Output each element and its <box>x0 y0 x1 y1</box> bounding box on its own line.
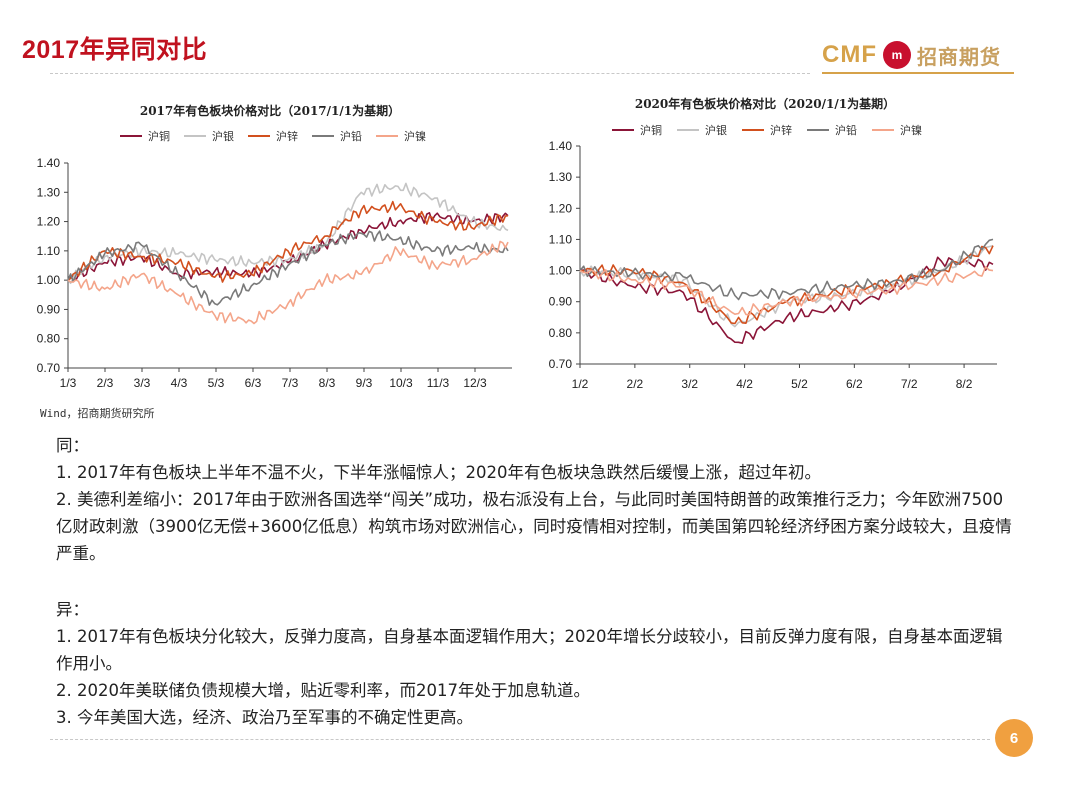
company-logo: CMF m 招商期货 <box>822 38 1001 72</box>
chart-source: Wind，招商期货研究所 <box>40 407 155 420</box>
x-tick-label: 8/3 <box>319 376 336 390</box>
series-line-沪锌 <box>579 245 994 325</box>
y-tick-label: 0.70 <box>37 361 61 375</box>
y-tick-label: 1.20 <box>37 215 61 229</box>
diff-point-3: 3. 今年美国大选，经济、政治乃至军事的不确定性更高。 <box>56 708 473 727</box>
x-tick-label: 11/3 <box>427 376 450 390</box>
y-tick-label: 1.30 <box>549 170 573 184</box>
legend-label: 沪铅 <box>340 129 362 143</box>
legend-label: 沪铜 <box>148 129 170 143</box>
x-tick-label: 1/2 <box>572 377 589 391</box>
y-tick-label: 1.00 <box>37 273 61 287</box>
y-tick-label: 1.00 <box>549 264 573 278</box>
legend-label: 沪锌 <box>770 123 792 137</box>
chart-2017-svg: 2017年有色板块价格对比（2017/1/1为基期） 沪铜 沪银 沪锌 沪铅 沪镍 1.40… <box>37 103 512 390</box>
x-tick-label: 1/3 <box>60 376 77 390</box>
series-line-沪银 <box>67 182 509 285</box>
x-tick-label: 9/3 <box>356 376 373 390</box>
footer-divider <box>50 739 990 740</box>
same-point-2: 2. 美德利差缩小：2017年由于欧洲各国选举“闯关”成功，极右派没有上台，与此… <box>56 490 1012 563</box>
legend-label: 沪银 <box>212 129 234 143</box>
same-heading: 同： <box>56 436 89 455</box>
x-tick-label: 4/2 <box>736 377 753 391</box>
x-tick-label: 4/3 <box>171 376 188 390</box>
y-tick-label: 0.70 <box>549 357 573 371</box>
x-tick-label: 3/2 <box>681 377 698 391</box>
diff-point-2: 2. 2020年美联储负债规模大增，贴近零利率，而2017年处于加息轨道。 <box>56 681 590 700</box>
series-line-沪镍 <box>579 266 994 316</box>
chart-2020-svg: 2020年有色板块价格对比（2020/1/1为基期） 沪铜 沪银 沪锌 沪铅 沪镍 1.40… <box>549 96 997 391</box>
page-number-badge: 6 <box>995 719 1033 757</box>
diff-point-1: 1. 2017年有色板块分化较大，反弹力度高，自身基本面逻辑作用大；2020年增… <box>56 627 1003 673</box>
chart-title: 2017年有色板块价格对比（2017/1/1为基期） <box>140 103 400 118</box>
comparison-text: 同： 1. 2017年有色板块上半年不温不火，下半年涨幅惊人；2020年有色板块… <box>56 432 1016 731</box>
series-line-沪锌 <box>67 200 509 283</box>
y-tick-label: 1.10 <box>549 232 573 246</box>
y-tick-label: 0.90 <box>37 302 61 316</box>
series-line-沪镍 <box>67 240 509 325</box>
chart-2017: 2017年有色板块价格对比（2017/1/1为基期） 沪铜 沪银 沪锌 沪铅 沪镍 1.40… <box>20 95 520 400</box>
chart-title: 2020年有色板块价格对比（2020/1/1为基期） <box>635 96 895 111</box>
legend-label: 沪镍 <box>900 123 922 137</box>
y-tick-label: 1.20 <box>549 201 573 215</box>
series-line-沪铅 <box>579 238 994 301</box>
y-tick-label: 1.10 <box>37 244 61 258</box>
x-tick-label: 8/2 <box>956 377 973 391</box>
same-point-1: 1. 2017年有色板块上半年不温不火，下半年涨幅惊人；2020年有色板块急跌然… <box>56 463 821 482</box>
logo-underline <box>822 72 1014 74</box>
x-tick-label: 5/3 <box>208 376 225 390</box>
paragraph-gap <box>56 567 1016 596</box>
legend-label: 沪镍 <box>404 129 426 143</box>
y-tick-label: 0.80 <box>549 326 573 340</box>
x-tick-label: 7/2 <box>901 377 918 391</box>
x-tick-label: 2/2 <box>627 377 644 391</box>
x-tick-label: 7/3 <box>282 376 299 390</box>
legend-label: 沪铅 <box>835 123 857 137</box>
diff-heading: 异： <box>56 600 89 619</box>
y-tick-label: 0.80 <box>37 332 61 346</box>
chart-2020: 2020年有色板块价格对比（2020/1/1为基期） 沪铜 沪银 沪锌 沪铅 沪镍 1.40… <box>525 88 1005 393</box>
x-tick-label: 2/3 <box>97 376 114 390</box>
logo-emblem-icon: m <box>882 41 911 69</box>
title-divider <box>50 73 810 74</box>
x-tick-label: 12/3 <box>463 376 487 390</box>
legend-label: 沪铜 <box>640 123 662 137</box>
y-tick-label: 1.40 <box>549 139 573 153</box>
y-tick-label: 0.90 <box>549 295 573 309</box>
y-tick-label: 1.30 <box>37 185 61 199</box>
series-line-沪铅 <box>67 230 509 306</box>
logo-latin-text: CMF <box>822 41 877 68</box>
page-title: 2017年异同对比 <box>22 36 208 64</box>
x-tick-label: 5/2 <box>791 377 808 391</box>
x-tick-label: 6/3 <box>245 376 262 390</box>
x-tick-label: 10/3 <box>389 376 413 390</box>
y-tick-label: 1.40 <box>37 156 61 170</box>
legend-label: 沪锌 <box>276 129 298 143</box>
x-tick-label: 6/2 <box>846 377 863 391</box>
legend-label: 沪银 <box>705 123 727 137</box>
logo-chinese-text: 招商期货 <box>916 44 1001 69</box>
x-tick-label: 3/3 <box>134 376 151 390</box>
series-line-沪铜 <box>579 256 994 344</box>
